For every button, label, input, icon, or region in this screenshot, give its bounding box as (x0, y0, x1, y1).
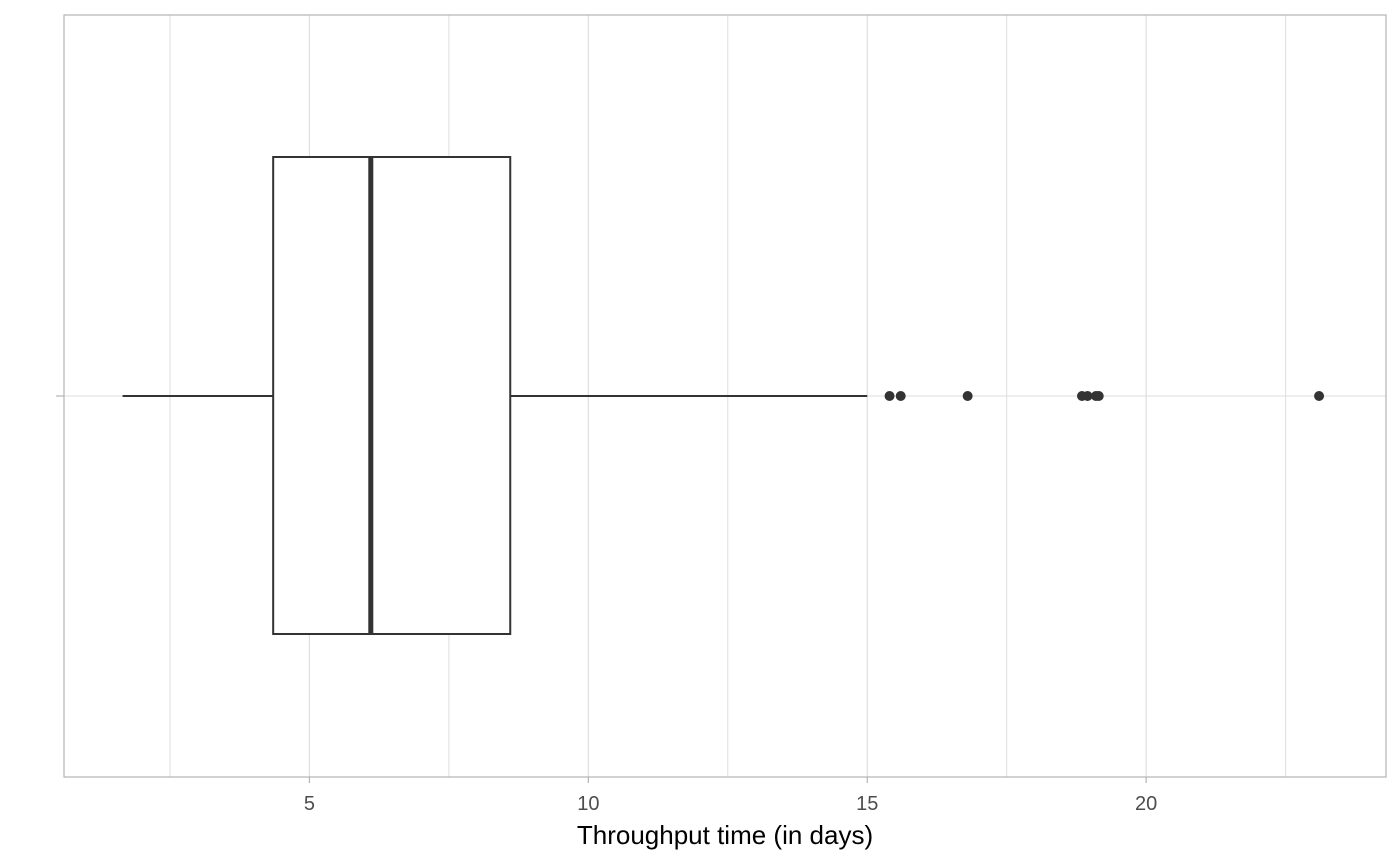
x-tick-label: 10 (577, 793, 599, 815)
outlier-point (1314, 391, 1325, 401)
box-group (122, 156, 868, 635)
x-tick-label: 20 (1135, 793, 1157, 815)
interquartile-box (272, 156, 512, 635)
outlier-point (962, 391, 973, 401)
x-axis-title: Throughput time (in days) (577, 820, 873, 850)
outlier-point (1093, 391, 1104, 401)
outlier-points (884, 391, 1325, 401)
outlier-point (884, 391, 895, 401)
outlier-point (1082, 391, 1093, 401)
x-tick-label: 15 (856, 793, 878, 815)
x-tick-label: 5 (304, 793, 315, 815)
x-axis-ticks: 5 10 15 20 (56, 395, 1157, 815)
outlier-point (895, 391, 906, 401)
